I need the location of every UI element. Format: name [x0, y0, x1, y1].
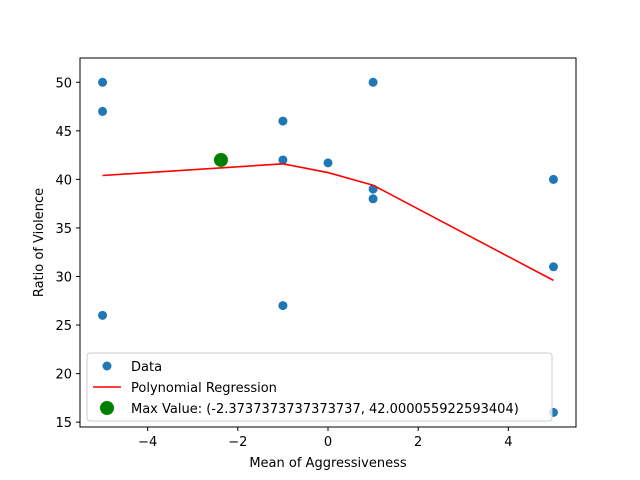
data-point: [278, 155, 288, 165]
data-point: [278, 116, 288, 126]
data-point: [368, 77, 378, 87]
data-point: [548, 174, 558, 184]
axis-ticks: −4 −2 0 2 4 15 20 25 30 35 40 45 50: [55, 76, 512, 450]
regression-line: [102, 163, 554, 282]
data-point: [323, 158, 333, 168]
plot-area: [98, 77, 558, 417]
data-point: [98, 77, 108, 87]
legend-box: [86, 352, 553, 422]
data-point: [98, 310, 108, 320]
legend-label: Polynomial Regression: [131, 381, 277, 396]
y-tick-label: 25: [55, 319, 72, 334]
legend: Data Polynomial Regression Max Value: (-2.…: [86, 352, 553, 422]
x-tick-label: −4: [138, 435, 157, 450]
y-tick-label: 45: [55, 125, 72, 140]
legend-label: Max Value: (-2.3737373737373737, 42.0000…: [131, 402, 519, 417]
x-tick-label: 0: [324, 435, 332, 450]
max-value-marker: [213, 152, 228, 167]
y-tick-label: 15: [55, 416, 72, 431]
x-tick-label: 2: [414, 435, 422, 450]
y-axis-label: Ratio of Violence: [32, 188, 47, 297]
y-tick-label: 35: [55, 222, 72, 237]
data-point: [548, 262, 558, 272]
x-tick-label: −2: [228, 435, 247, 450]
data-point: [368, 194, 378, 204]
y-tick-label: 30: [55, 270, 72, 285]
y-tick-label: 50: [55, 76, 72, 91]
y-tick-label: 40: [55, 173, 72, 188]
data-point: [98, 106, 108, 116]
legend-label: Data: [131, 360, 162, 375]
y-tick-label: 20: [55, 368, 72, 383]
legend-marker-data: [102, 361, 112, 371]
data-point: [278, 301, 288, 311]
legend-marker-max: [100, 401, 114, 415]
x-axis-label: Mean of Aggressiveness: [249, 456, 407, 471]
x-tick-label: 4: [504, 435, 512, 450]
